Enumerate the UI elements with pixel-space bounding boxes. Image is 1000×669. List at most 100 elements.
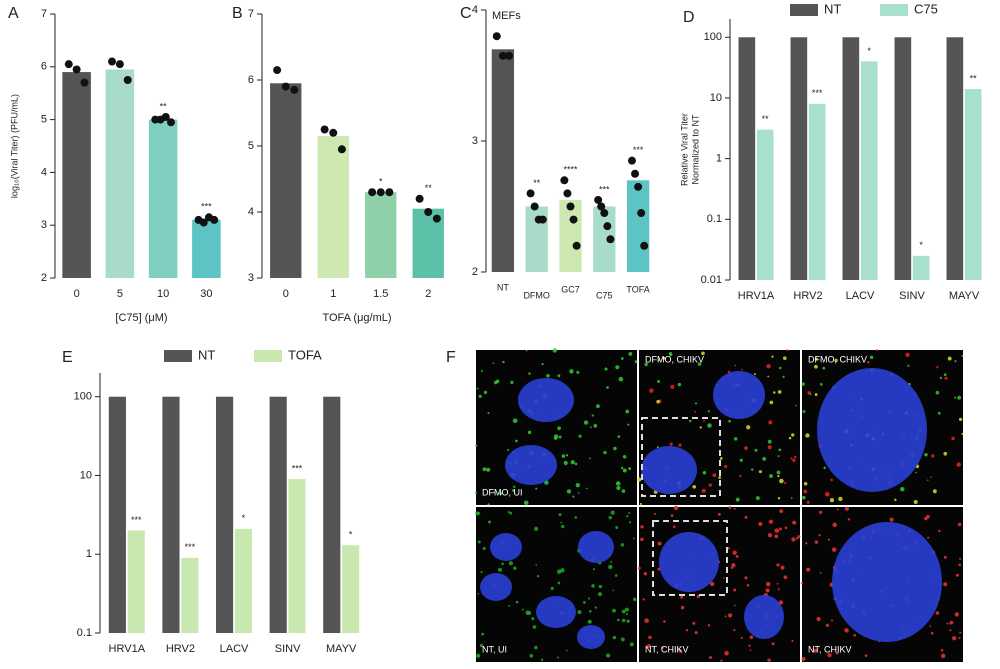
signal-dot <box>755 496 760 501</box>
signal-dot <box>557 581 561 585</box>
x-tick-label: C75 <box>596 290 613 300</box>
signal-dot <box>535 487 538 490</box>
signal-dot <box>626 619 630 623</box>
signal-dot <box>926 514 930 519</box>
signal-dot <box>949 629 952 632</box>
signal-dot <box>779 509 784 514</box>
signal-dot <box>557 426 561 431</box>
nucleus <box>490 533 522 561</box>
signal-dot <box>668 351 673 356</box>
signal-dot <box>482 467 487 472</box>
signal-dot <box>805 542 808 545</box>
signal-dot <box>778 366 782 370</box>
signal-dot <box>618 376 624 382</box>
data-point <box>166 118 175 127</box>
signal-dot <box>740 636 743 639</box>
signal-dot <box>819 383 823 386</box>
signal-dot <box>949 620 954 625</box>
signal-dot <box>646 644 651 649</box>
signal-dot <box>915 471 917 474</box>
signal-dot <box>525 610 530 615</box>
signal-dot <box>864 654 868 657</box>
signal-dot <box>621 609 626 614</box>
signal-dot <box>620 637 625 642</box>
x-tick-label: LACV <box>846 290 875 302</box>
signal-dot <box>606 386 609 389</box>
signal-dot <box>583 420 589 425</box>
data-point <box>290 85 299 94</box>
data-point <box>199 218 208 227</box>
signal-dot <box>712 473 717 478</box>
signal-dot <box>625 409 630 414</box>
signal-dot <box>814 364 818 369</box>
signal-dot <box>621 618 626 623</box>
y-tick-label: 3 <box>472 135 478 147</box>
signal-dot <box>749 649 752 652</box>
signal-dot <box>835 651 839 655</box>
signal-dot <box>535 564 538 566</box>
data-point <box>329 128 338 137</box>
signal-dot <box>951 436 955 441</box>
x-tick-label: 30 <box>200 288 212 300</box>
x-tick-label: HRV1A <box>109 643 146 655</box>
signal-dot <box>642 598 645 601</box>
signal-dot <box>488 520 492 524</box>
signal-dot <box>718 476 722 479</box>
signal-dot <box>688 419 692 423</box>
signal-dot <box>574 462 578 466</box>
signal-dot <box>558 513 562 517</box>
signal-dot <box>959 557 962 560</box>
signal-dot <box>529 654 534 658</box>
micrograph: DFMO, CHIKV <box>801 349 964 505</box>
signal-dot <box>632 597 637 602</box>
y-tick-label: 0.01 <box>701 274 722 286</box>
signal-dot <box>513 566 517 570</box>
signal-dot <box>561 524 565 529</box>
signal-dot <box>656 446 659 448</box>
signal-dot <box>608 564 613 570</box>
x-tick-label: SINV <box>899 290 925 302</box>
signal-dot <box>777 474 780 478</box>
signal-dot <box>575 483 580 488</box>
signal-dot <box>777 455 780 458</box>
signal-dot <box>773 391 776 394</box>
bar <box>626 180 650 272</box>
signal-dot <box>534 645 538 650</box>
data-point <box>368 188 377 197</box>
signal-dot <box>961 354 964 357</box>
data-point <box>161 112 170 121</box>
signal-dot <box>946 622 949 625</box>
signal-dot <box>512 489 516 492</box>
data-point <box>560 176 569 185</box>
signal-dot <box>637 477 642 482</box>
signal-dot <box>703 419 705 422</box>
panel-letter: C <box>460 5 472 22</box>
signal-dot <box>592 568 595 571</box>
signal-dot <box>765 581 771 587</box>
signal-dot <box>776 470 781 475</box>
signal-dot <box>587 619 592 624</box>
x-tick-label: NT <box>497 282 509 292</box>
signal-dot <box>867 361 870 364</box>
signal-dot <box>744 576 748 580</box>
legend-swatch <box>790 4 818 16</box>
data-point <box>572 241 581 250</box>
data-point <box>627 156 636 165</box>
signal-dot <box>656 399 660 404</box>
signal-dot <box>832 522 837 528</box>
data-point <box>210 215 219 224</box>
signal-dot <box>481 370 483 372</box>
bar <box>234 528 253 633</box>
bar <box>181 557 199 633</box>
signal-dot <box>801 656 806 662</box>
signal-dot <box>649 388 654 393</box>
signal-dot <box>594 606 598 609</box>
signal-dot <box>508 604 511 607</box>
bar <box>964 89 982 281</box>
signal-dot <box>672 525 676 529</box>
data-point <box>563 189 572 198</box>
signal-dot <box>746 425 751 430</box>
signal-dot <box>515 439 518 443</box>
data-point <box>566 202 575 211</box>
signal-dot <box>732 550 737 555</box>
